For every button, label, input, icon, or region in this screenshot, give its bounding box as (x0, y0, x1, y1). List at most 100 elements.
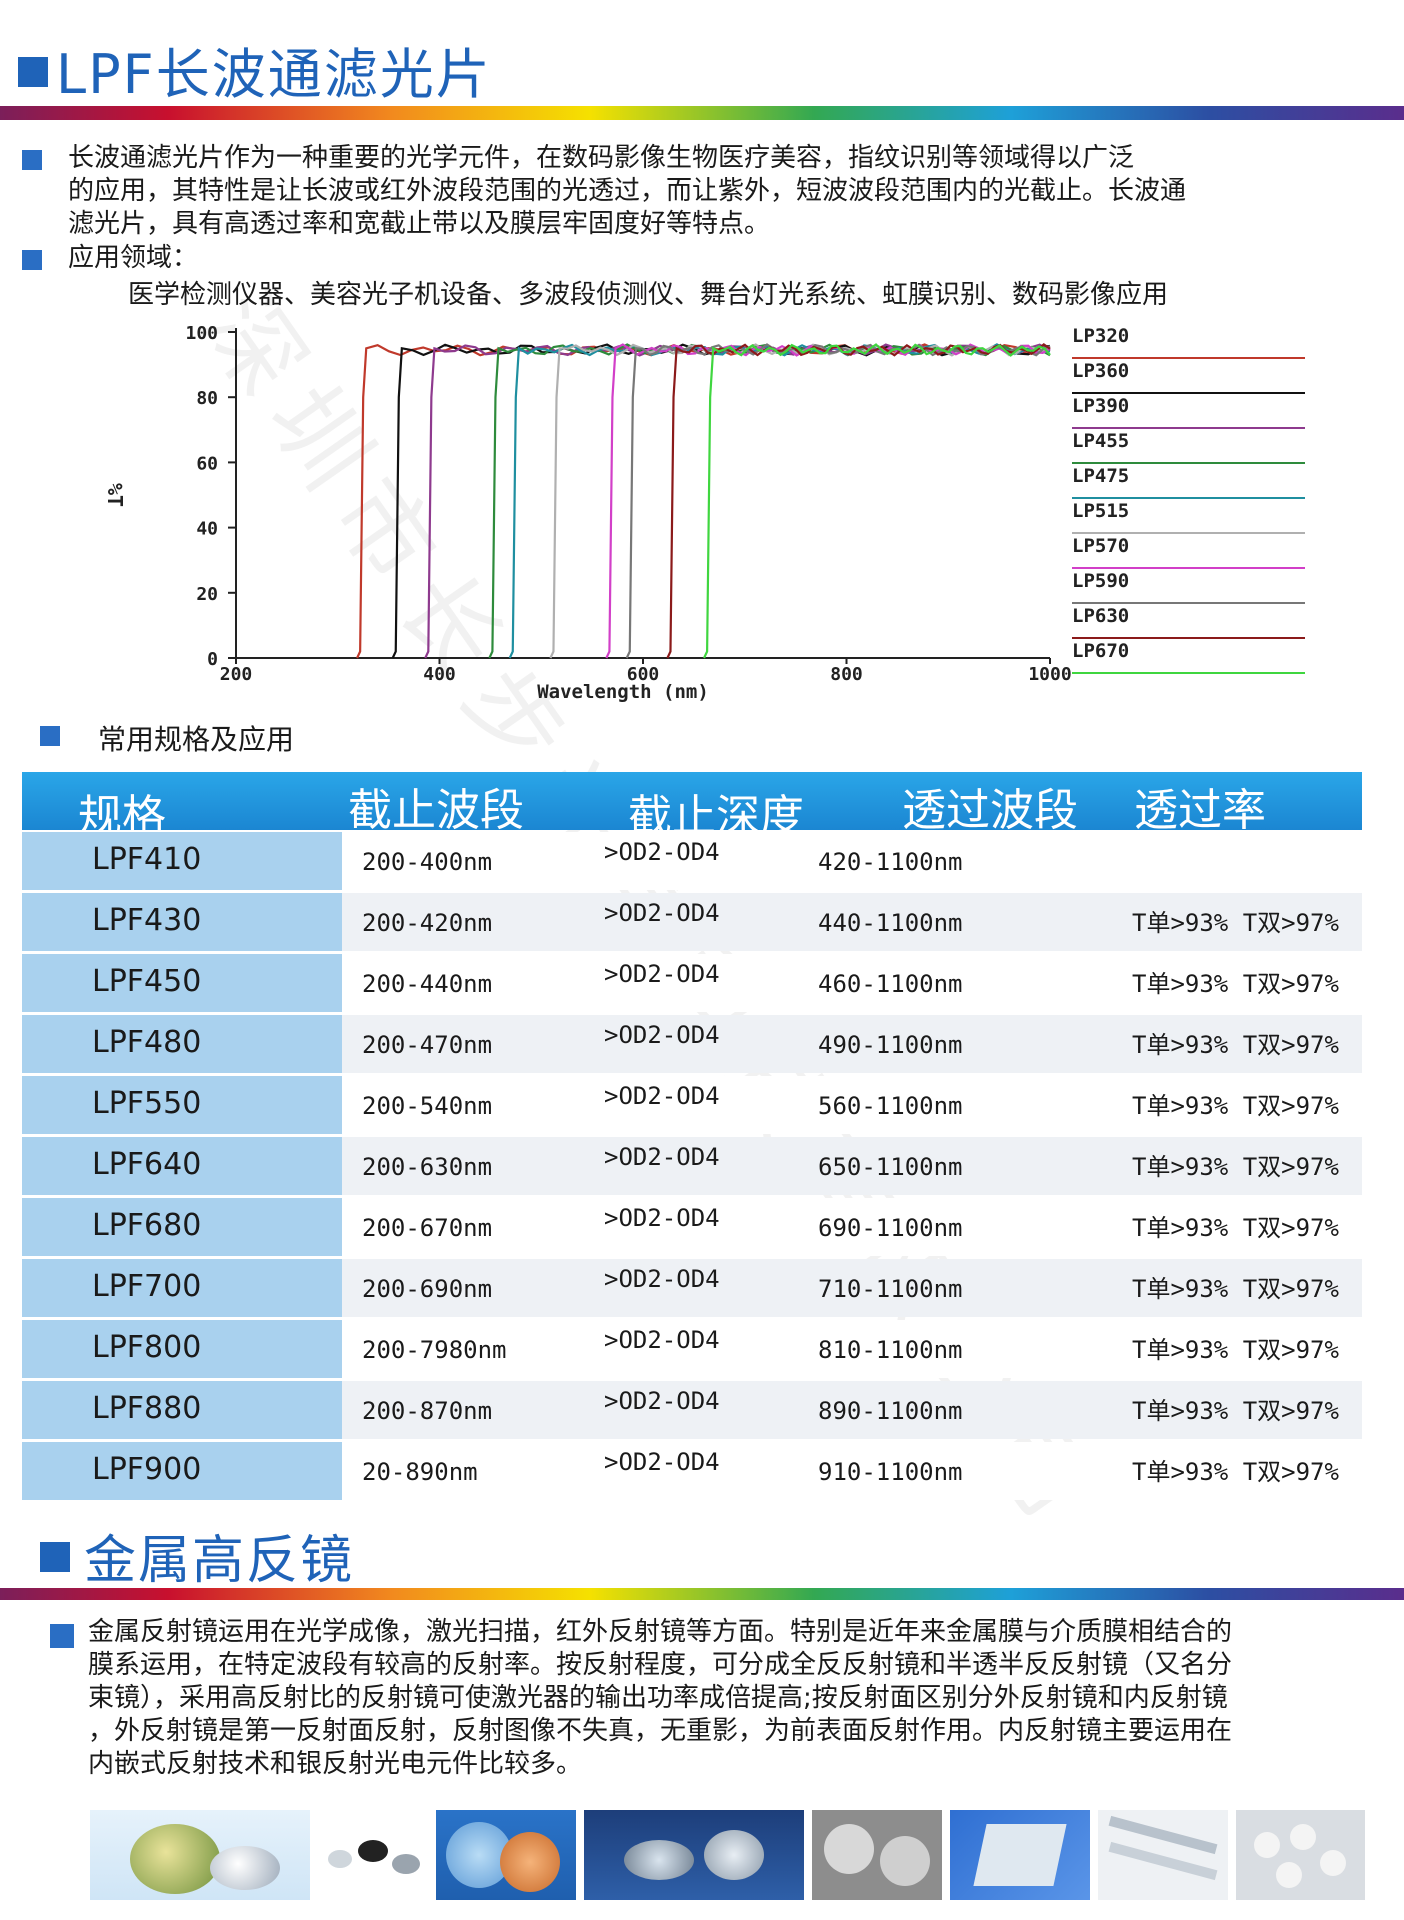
legend-label: LP320 (1072, 325, 1129, 347)
apps-text: 医学检测仪器、美容光子机设备、多波段侦测仪、舞台灯光系统、虹膜识别、数码影像应用 (128, 280, 1169, 310)
series-line-lp515 (549, 343, 1051, 659)
x-tick-label: 600 (627, 664, 660, 685)
x-tick-label: 200 (220, 664, 253, 685)
table-row: LPF880 200-870nm >OD2-OD4 890-1100nm T单>93% … (22, 1381, 1362, 1439)
model-cell: LPF480 (22, 1015, 342, 1073)
y-tick-label: 20 (196, 584, 218, 605)
table-row: LPF800 200-7980nm >OD2-OD4 810-1100nm T单>93%… (22, 1320, 1362, 1378)
model-text: LPF700 (92, 1269, 202, 1304)
row-values: 20-890nm >OD2-OD4 910-1100nm T单>93% T双>97% (342, 1442, 1362, 1500)
bullet-square-icon (22, 250, 42, 270)
y-tick-label: 60 (196, 453, 218, 474)
model-cell: LPF880 (22, 1381, 342, 1439)
series-line-lp390 (424, 343, 1051, 659)
model-cell: LPF410 (22, 832, 342, 890)
pass-band-text: 460-1100nm (818, 970, 963, 998)
mirror-line: 束镜），采用高反射比的反射镜可使激光器的输出功率成倍提高;按反射面区别分外反射镜… (88, 1683, 1228, 1713)
specs-table-header: 规格 截止波段 截止深度 透过波段 透过率 (22, 772, 1362, 842)
row-values: 200-400nm >OD2-OD4 420-1100nm (342, 832, 1362, 890)
cut-depth-text: >OD2-OD4 (604, 1082, 720, 1110)
table-row: LPF900 20-890nm >OD2-OD4 910-1100nm T单>93% T… (22, 1442, 1362, 1500)
pass-band-text: 910-1100nm (818, 1458, 963, 1486)
model-text: LPF880 (92, 1391, 202, 1426)
bullet-square-icon (22, 150, 42, 170)
strip-mirror-photo (1098, 1810, 1228, 1900)
transmittance-text: T单>93% T双>97% (1132, 1397, 1339, 1425)
table-row: LPF480 200-470nm >OD2-OD4 490-1100nm T单>93% … (22, 1015, 1362, 1073)
cut-band-text: 200-400nm (362, 848, 493, 876)
transmittance-text: T单>93% T双>97% (1132, 1458, 1339, 1486)
silver-disc-photo (812, 1810, 942, 1900)
series-line-lp670 (703, 343, 1051, 659)
table-row: LPF430 200-420nm >OD2-OD4 440-1100nm T单>93% … (22, 893, 1362, 951)
section-title-lpf: LPF长波通滤光片 (18, 30, 492, 109)
row-values: 200-420nm >OD2-OD4 440-1100nm T单>93% T双>97% (342, 893, 1362, 951)
intro-line: 滤光片，具有高透过率和宽截止带以及膜层牢固度好等特点。 (68, 209, 771, 239)
table-row: LPF680 200-670nm >OD2-OD4 690-1100nm T单>93% … (22, 1198, 1362, 1256)
transmittance-text: T单>93% T双>97% (1132, 909, 1339, 937)
mirror-line: 金属反射镜运用在光学成像，激光扫描，红外反射镜等方面。特别是近年来金属膜与介质膜… (88, 1617, 1233, 1647)
section-title-lpf-text: LPF长波通滤光片 (56, 43, 492, 106)
row-values: 200-440nm >OD2-OD4 460-1100nm T单>93% T双>97% (342, 954, 1362, 1012)
pass-band-text: 560-1100nm (818, 1092, 963, 1120)
intro-paragraph: 长波通滤光片作为一种重要的光学元件，在数码影像生物医疗美容，指纹识别等领域得以广… (68, 142, 1186, 241)
square-mirror-photo (950, 1810, 1090, 1900)
y-tick-label: 80 (196, 388, 218, 409)
transmittance-text: T单>93% T双>97% (1132, 1275, 1339, 1303)
header-pass-band: 透过波段 (902, 785, 1078, 836)
series-line-lp590 (625, 343, 1051, 659)
model-text: LPF640 (92, 1147, 202, 1182)
table-row: LPF410 200-400nm >OD2-OD4 420-1100nm (22, 832, 1362, 890)
transmittance-text: T单>93% T双>97% (1132, 970, 1339, 998)
series-line-lp475 (508, 343, 1051, 659)
transmittance-text: T单>93% T双>97% (1132, 1031, 1339, 1059)
product-photo-strip (90, 1810, 1365, 1900)
series-line-lp630 (666, 343, 1051, 659)
model-cell: LPF550 (22, 1076, 342, 1134)
cut-depth-text: >OD2-OD4 (604, 1021, 720, 1049)
x-tick-label: 400 (423, 664, 456, 685)
coated-disc-photo (436, 1810, 576, 1900)
transmittance-text: T单>93% T双>97% (1132, 1092, 1339, 1120)
mirror-line: ，外反射镜是第一反射面反射，反射图像不失真，无重影，为前表面反射作用。内反射镜主… (88, 1716, 1233, 1746)
legend-label: LP455 (1072, 430, 1129, 452)
cut-band-text: 200-870nm (362, 1397, 493, 1425)
model-cell: LPF430 (22, 893, 342, 951)
cut-depth-text: >OD2-OD4 (604, 1448, 720, 1476)
model-text: LPF900 (92, 1452, 202, 1487)
legend-label: LP570 (1072, 535, 1129, 557)
pass-band-text: 440-1100nm (818, 909, 963, 937)
row-values: 200-540nm >OD2-OD4 560-1100nm T单>93% T双>97% (342, 1076, 1362, 1134)
row-values: 200-870nm >OD2-OD4 890-1100nm T单>93% T双>97% (342, 1381, 1362, 1439)
x-axis-label: Wavelength (nm) (537, 681, 709, 703)
header-transmittance: 透过率 (1134, 785, 1266, 836)
mirror-paragraph: 金属反射镜运用在光学成像，激光扫描，红外反射镜等方面。特别是近年来金属膜与介质膜… (88, 1616, 1232, 1781)
pass-band-text: 650-1100nm (818, 1153, 963, 1181)
pass-band-text: 420-1100nm (818, 848, 963, 876)
cut-depth-text: >OD2-OD4 (604, 960, 720, 988)
cut-band-text: 200-630nm (362, 1153, 493, 1181)
cut-band-text: 200-470nm (362, 1031, 493, 1059)
model-text: LPF430 (92, 903, 202, 938)
cut-band-text: 200-7980nm (362, 1336, 507, 1364)
mirror-photo (90, 1810, 310, 1900)
y-tick-label: 100 (185, 323, 218, 344)
title-square-icon (40, 1542, 70, 1572)
legend-label: LP590 (1072, 570, 1129, 592)
series-line-lp320 (356, 343, 1051, 659)
transmittance-text: T单>93% T双>97% (1132, 1336, 1339, 1364)
model-cell: LPF680 (22, 1198, 342, 1256)
cut-depth-text: >OD2-OD4 (604, 899, 720, 927)
row-values: 200-670nm >OD2-OD4 690-1100nm T单>93% T双>97% (342, 1198, 1362, 1256)
cut-band-text: 200-540nm (362, 1092, 493, 1120)
legend-label: LP630 (1072, 605, 1129, 627)
model-cell: LPF450 (22, 954, 342, 1012)
bullet-square-icon (40, 726, 60, 746)
mirror-line: 内嵌式反射技术和银反射光电元件比较多。 (88, 1749, 583, 1779)
cut-band-text: 200-440nm (362, 970, 493, 998)
pass-band-text: 890-1100nm (818, 1397, 963, 1425)
rainbow-divider (0, 106, 1404, 120)
model-text: LPF680 (92, 1208, 202, 1243)
table-row: LPF450 200-440nm >OD2-OD4 460-1100nm T单>93% … (22, 954, 1362, 1012)
header-cut-band: 截止波段 (348, 785, 524, 836)
